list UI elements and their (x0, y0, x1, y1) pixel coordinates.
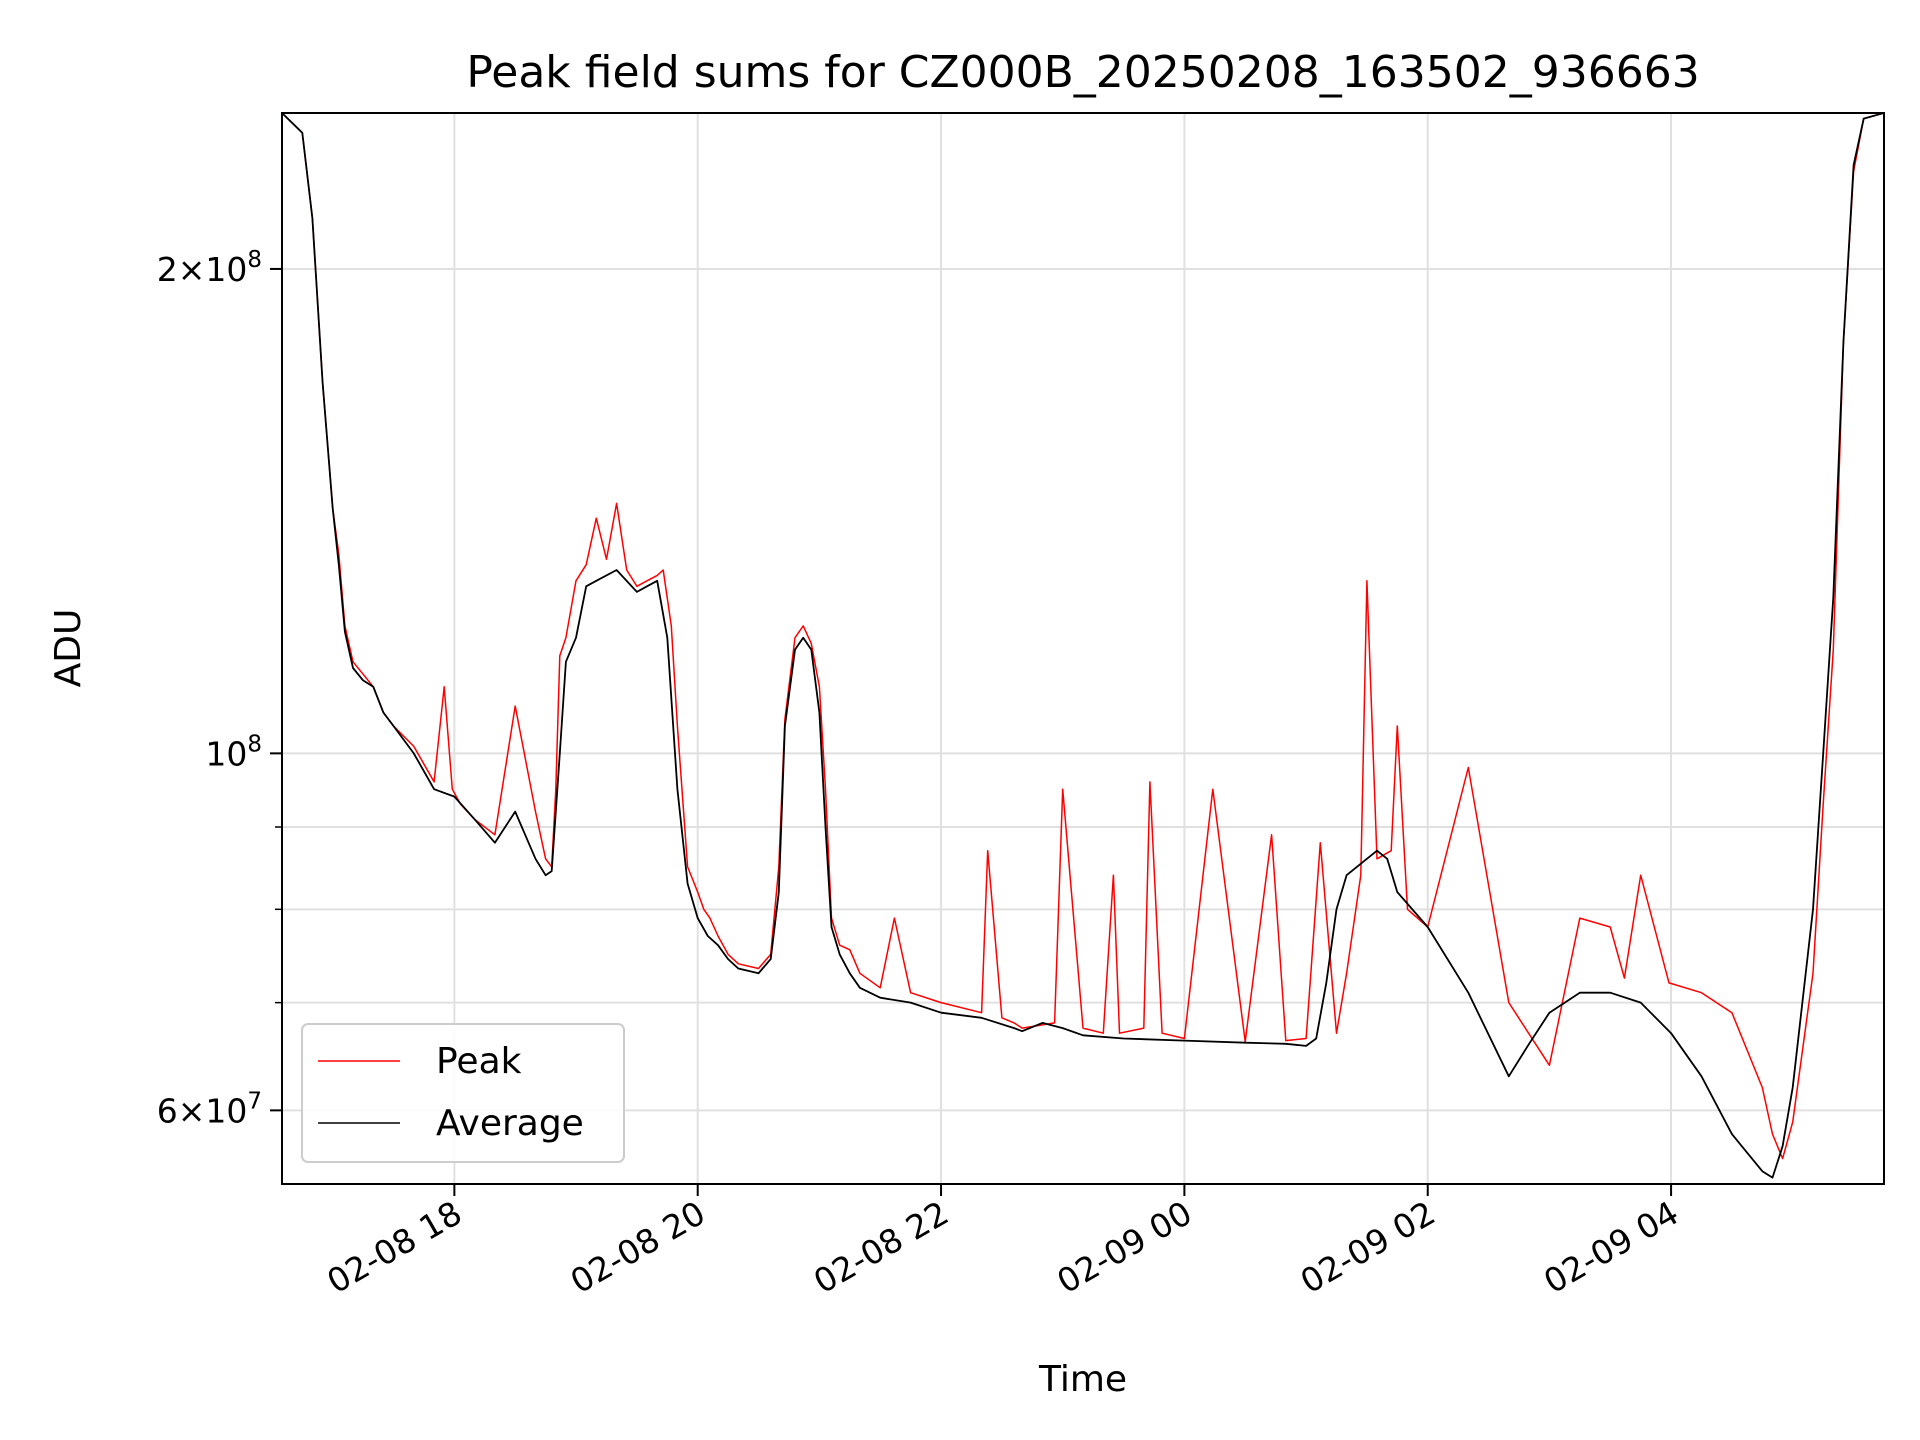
legend-label-average: Average (436, 1103, 584, 1144)
y-axis-label: ADU (48, 609, 89, 688)
legend-label-peak: Peak (436, 1041, 522, 1082)
chart-title: Peak field sums for CZ000B_20250208_1635… (466, 47, 1699, 98)
series-line-average (282, 113, 1884, 1179)
y-tick-label: 108 (205, 731, 262, 773)
series-layer (282, 113, 1884, 1179)
plot-area (282, 113, 1884, 1179)
y-tick-label: 2×108 (157, 247, 262, 289)
series-line-peak (282, 113, 1884, 1160)
y-tick-label: 6×107 (157, 1088, 262, 1130)
y-axis: 6×107 108 2×108 (157, 247, 282, 1130)
legend-box (301, 1023, 625, 1163)
x-axis-label: Time (1038, 1359, 1127, 1400)
grid (282, 113, 1884, 1184)
plot-frame (281, 112, 1885, 1185)
legend: Peak Average (301, 1023, 625, 1163)
